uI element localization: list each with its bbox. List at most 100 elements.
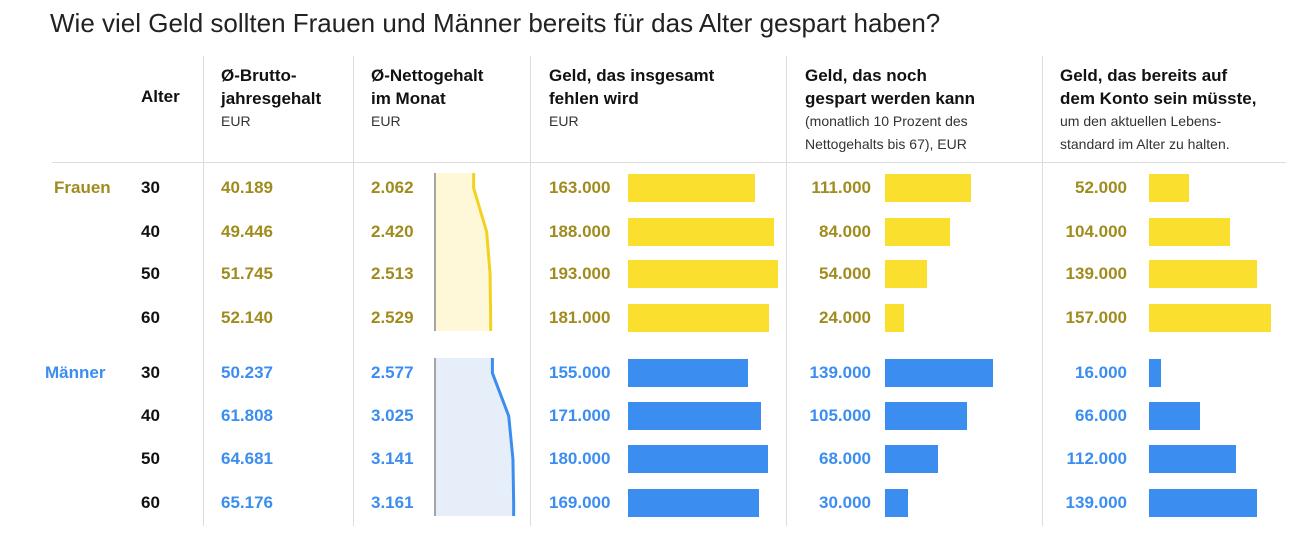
fehlen-value: 180.000 xyxy=(549,449,611,468)
netto-line-frauen xyxy=(472,173,493,331)
fehlen-bar xyxy=(628,174,755,202)
brutto-value: 52.140 xyxy=(221,308,273,327)
konto-bar xyxy=(1149,174,1189,202)
header-gespart: Geld, das noch gespart werden kann (mona… xyxy=(805,64,975,156)
fehlen-bar xyxy=(628,218,774,246)
header-netto-unit: EUR xyxy=(371,113,401,129)
fehlen-bar xyxy=(628,402,761,430)
fehlen-bar xyxy=(628,359,748,387)
header-netto-line2: im Monat xyxy=(371,89,446,108)
netto-area-frauen xyxy=(435,173,491,331)
konto-value: 157.000 xyxy=(1065,308,1127,327)
konto-bar xyxy=(1149,359,1161,387)
netto-value: 2.062 xyxy=(371,178,414,197)
column-divider xyxy=(353,56,354,526)
gespart-value: 105.000 xyxy=(809,406,871,425)
fehlen-value: 171.000 xyxy=(549,406,611,425)
brutto-value: 49.446 xyxy=(221,222,273,241)
konto-bar xyxy=(1149,304,1271,332)
alter-cell: 50 xyxy=(141,264,160,283)
alter-cell: 40 xyxy=(141,406,160,425)
konto-bar xyxy=(1149,445,1236,473)
column-divider xyxy=(1042,56,1043,526)
gespart-value: 24.000 xyxy=(819,308,871,327)
header-konto-sub1: um den aktuellen Lebens- xyxy=(1060,113,1222,129)
fehlen-value: 188.000 xyxy=(549,222,611,241)
header-netto: Ø-Nettogehalt im Monat EUR xyxy=(371,64,483,133)
header-gespart-sub2: Nettogehalts bis 67), EUR xyxy=(805,136,967,152)
netto-area-maenner xyxy=(435,358,514,516)
alter-cell: 60 xyxy=(141,493,160,512)
gespart-value: 139.000 xyxy=(809,363,871,382)
fehlen-bar xyxy=(628,304,769,332)
netto-value: 2.577 xyxy=(371,363,414,382)
header-brutto-line1: Ø-Brutto- xyxy=(221,66,297,85)
konto-value: 139.000 xyxy=(1065,493,1127,512)
netto-value: 3.161 xyxy=(371,493,414,512)
header-fehlen-line1: Geld, das insgesamt xyxy=(549,66,715,85)
fehlen-value: 169.000 xyxy=(549,493,611,512)
netto-value: 3.141 xyxy=(371,449,414,468)
alter-cell: 40 xyxy=(141,222,160,241)
header-alter: Alter xyxy=(141,87,180,106)
konto-value: 139.000 xyxy=(1065,264,1127,283)
fehlen-value: 193.000 xyxy=(549,264,611,283)
brutto-value: 50.237 xyxy=(221,363,273,382)
alter-cell: 60 xyxy=(141,308,160,327)
page-title: Wie viel Geld sollten Frauen und Männer … xyxy=(50,8,941,38)
netto-value: 2.420 xyxy=(371,222,414,241)
fehlen-value: 155.000 xyxy=(549,363,611,382)
gespart-bar xyxy=(885,174,971,202)
brutto-value: 51.745 xyxy=(221,264,273,283)
header-netto-line1: Ø-Nettogehalt xyxy=(371,66,484,85)
konto-bar xyxy=(1149,402,1200,430)
column-divider xyxy=(786,56,787,526)
netto-value: 2.529 xyxy=(371,308,414,327)
gespart-bar xyxy=(885,445,938,473)
gespart-value: 68.000 xyxy=(819,449,871,468)
header-fehlen: Geld, das insgesamt fehlen wird EUR xyxy=(549,64,714,133)
brutto-value: 65.176 xyxy=(221,493,273,512)
gespart-bar xyxy=(885,304,904,332)
konto-value: 112.000 xyxy=(1066,449,1127,468)
header-brutto-line2: jahresgehalt xyxy=(221,89,322,108)
netto-value: 2.513 xyxy=(371,264,414,283)
netto-value: 3.025 xyxy=(371,406,414,425)
header-konto-sub2: standard im Alter zu halten. xyxy=(1060,136,1230,152)
brutto-value: 40.189 xyxy=(221,178,273,197)
gespart-bar xyxy=(885,218,950,246)
header-gespart-line2: gespart werden kann xyxy=(805,89,976,108)
brutto-value: 61.808 xyxy=(221,406,273,425)
netto-line-maenner xyxy=(490,358,516,516)
header-konto-line1: Geld, das bereits auf xyxy=(1060,66,1228,85)
column-divider xyxy=(530,56,531,526)
gespart-value: 111.000 xyxy=(811,178,871,197)
fehlen-value: 181.000 xyxy=(549,308,611,327)
konto-value: 104.000 xyxy=(1065,222,1127,241)
fehlen-bar xyxy=(628,445,768,473)
header-gespart-line1: Geld, das noch xyxy=(805,66,927,85)
header-konto: Geld, das bereits auf dem Konto sein müs… xyxy=(1060,64,1256,156)
konto-value: 52.000 xyxy=(1075,178,1127,197)
header-divider xyxy=(52,162,1286,163)
header-brutto: Ø-Brutto- jahresgehalt EUR xyxy=(221,64,321,133)
konto-bar xyxy=(1149,260,1257,288)
gespart-value: 84.000 xyxy=(819,222,871,241)
gespart-bar xyxy=(885,489,908,517)
alter-cell: 30 xyxy=(141,363,160,382)
fehlen-bar xyxy=(628,489,759,517)
brutto-value: 64.681 xyxy=(221,449,273,468)
gespart-bar xyxy=(885,260,927,288)
alter-cell: 50 xyxy=(141,449,160,468)
konto-bar xyxy=(1149,218,1230,246)
gespart-value: 30.000 xyxy=(819,493,871,512)
group-label-maenner: Männer xyxy=(45,363,106,382)
alter-cell: 30 xyxy=(141,178,160,197)
header-gespart-sub1: (monatlich 10 Prozent des xyxy=(805,113,968,129)
fehlen-bar xyxy=(628,260,778,288)
gespart-value: 54.000 xyxy=(819,264,871,283)
header-brutto-unit: EUR xyxy=(221,113,251,129)
konto-value: 16.000 xyxy=(1075,363,1127,382)
